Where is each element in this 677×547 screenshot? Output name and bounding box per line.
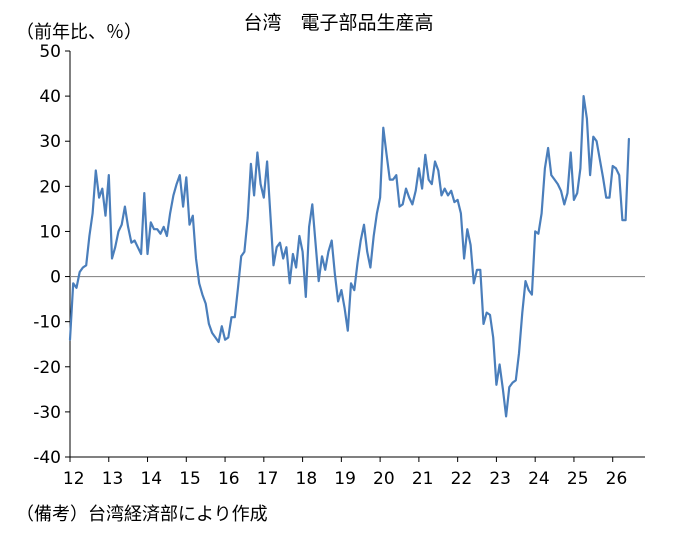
y-tick-label: -10 [33, 313, 61, 333]
x-tick-label: 15 [179, 469, 201, 489]
chart-title: 台湾 電子部品生産高 [243, 12, 434, 34]
y-tick-label: 30 [39, 132, 61, 152]
series-line [68, 94, 631, 418]
y-tick-label: 20 [39, 177, 61, 197]
y-tick-label: -30 [33, 403, 61, 423]
source-note: （備考）台湾経済部により作成 [16, 504, 268, 525]
x-tick-label: 14 [140, 469, 162, 489]
x-tick-label: 23 [489, 469, 511, 489]
x-tick-label: 17 [257, 469, 279, 489]
y-tick-label: 40 [39, 87, 61, 107]
x-tick-label: 22 [451, 469, 473, 489]
x-tick-label: 20 [373, 469, 395, 489]
x-tick-label: 13 [102, 469, 124, 489]
y-tick-label: 10 [39, 222, 61, 242]
y-tick-label: 50 [39, 42, 61, 62]
y-tick-label: -40 [33, 448, 61, 468]
x-tick-label: 18 [296, 469, 318, 489]
x-tick-label: 12 [63, 469, 85, 489]
x-tick-label: 16 [218, 469, 240, 489]
x-tick-label: 25 [567, 469, 589, 489]
x-tick-label: 26 [606, 469, 628, 489]
y-axis-unit-label: （前年比、％） [16, 22, 142, 43]
x-tick-label: 19 [334, 469, 356, 489]
y-tick-label: 0 [50, 268, 61, 288]
x-tick-label: 21 [412, 469, 434, 489]
x-tick-label: 24 [528, 469, 550, 489]
y-tick-label: -20 [33, 358, 61, 378]
